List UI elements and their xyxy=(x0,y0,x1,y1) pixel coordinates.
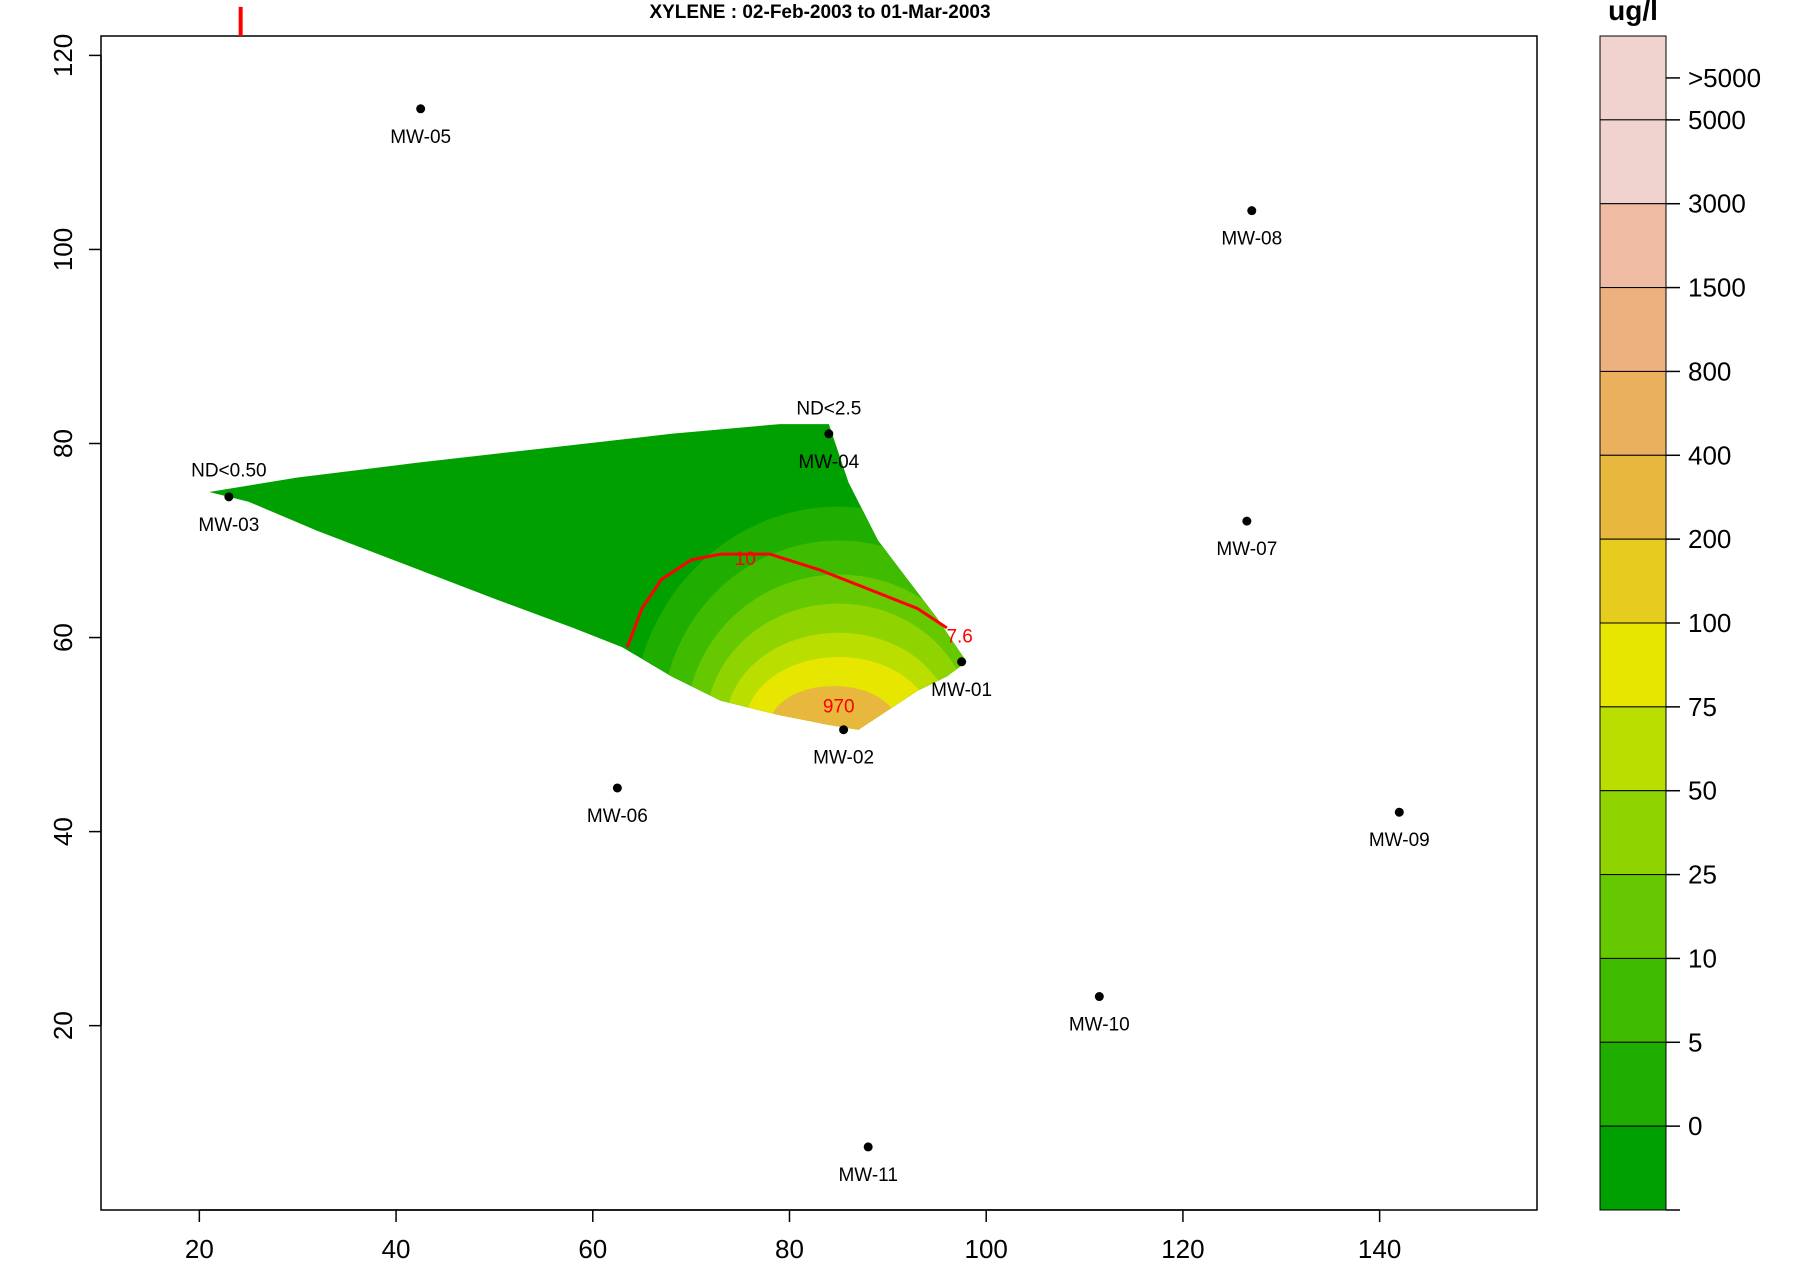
legend-label: 5000 xyxy=(1688,105,1746,135)
legend-swatch xyxy=(1599,370,1667,456)
legend-label: 25 xyxy=(1688,860,1717,890)
well-point xyxy=(1247,206,1257,216)
value-label: 7.6 xyxy=(946,627,972,648)
legend-title: ug/l xyxy=(1608,0,1658,26)
legend-swatch xyxy=(1599,1125,1667,1211)
plume-band-400 xyxy=(769,686,898,730)
legend-swatch xyxy=(1599,706,1667,792)
contour-label: 10 xyxy=(735,549,756,570)
well-label: MW-11 xyxy=(838,1165,897,1186)
y-tick-label: 40 xyxy=(48,817,78,846)
well-point xyxy=(1094,992,1104,1002)
well-label: MW-02 xyxy=(813,748,874,769)
legend-swatch xyxy=(1599,538,1667,624)
legend-label: 10 xyxy=(1688,943,1717,973)
legend-label: 400 xyxy=(1688,440,1731,470)
value-label: 970 xyxy=(823,696,855,717)
well-point xyxy=(824,429,834,439)
y-tick-label: 80 xyxy=(48,429,78,458)
legend-swatch xyxy=(1599,1041,1667,1127)
x-tick-label: 120 xyxy=(1161,1234,1204,1264)
y-tick-label: 60 xyxy=(48,623,78,652)
well-label: MW-04 xyxy=(798,452,859,473)
legend-swatch xyxy=(1599,874,1667,959)
legend-label: 200 xyxy=(1688,524,1731,554)
plot-area: 20 40 60 80 100 120 140 20 40 60 80 100 120 10 970 7.6 N… xyxy=(48,6,1538,1264)
legend-label: 1500 xyxy=(1688,273,1746,303)
legend-swatch xyxy=(1599,119,1667,205)
plume-bands xyxy=(632,506,967,730)
x-tick-label: 20 xyxy=(185,1234,214,1264)
well-point xyxy=(1242,516,1252,526)
legend-swatch xyxy=(1599,203,1667,289)
legend-swatch xyxy=(1599,957,1667,1043)
y-tick-label: 20 xyxy=(48,1011,78,1040)
well-label: MW-05 xyxy=(390,127,451,148)
well-point xyxy=(839,725,849,735)
well-point xyxy=(224,492,234,502)
legend-swatch xyxy=(1599,287,1667,372)
legend-label: 3000 xyxy=(1688,189,1746,219)
x-tick-label: 40 xyxy=(382,1234,411,1264)
well-point xyxy=(863,1142,873,1152)
x-tick-label: 100 xyxy=(965,1234,1008,1264)
legend-swatch xyxy=(1599,454,1667,540)
legend-label: 50 xyxy=(1688,776,1717,806)
well-label: MW-06 xyxy=(587,806,648,827)
legend-swatch xyxy=(1599,790,1667,876)
well-label: MW-01 xyxy=(931,680,992,701)
well-label: MW-09 xyxy=(1369,830,1430,851)
well-label: MW-10 xyxy=(1069,1015,1130,1036)
well-point xyxy=(1394,807,1404,817)
well-label: MW-03 xyxy=(198,515,259,536)
legend: >50005000300015008004002001007550251050u… xyxy=(1599,0,1761,1211)
legend-swatch xyxy=(1599,622,1667,708)
legend-label: 0 xyxy=(1688,1111,1702,1141)
legend-label: 5 xyxy=(1688,1027,1702,1057)
well-label: MW-08 xyxy=(1221,229,1282,250)
legend-label: >5000 xyxy=(1688,63,1761,93)
contour-line-10 xyxy=(625,552,948,648)
nondetect-label: ND<2.5 xyxy=(796,399,861,420)
nondetect-label: ND<0.50 xyxy=(191,461,267,482)
well-point xyxy=(612,783,622,793)
y-tick-label: 100 xyxy=(48,228,78,271)
x-tick-label: 140 xyxy=(1358,1234,1401,1264)
well-label: MW-07 xyxy=(1216,539,1277,560)
chart-title: XYLENE : 02-Feb-2003 to 01-Mar-2003 xyxy=(649,2,990,23)
legend-swatch-top xyxy=(1599,35,1667,121)
legend-label: 75 xyxy=(1688,692,1717,722)
well-point xyxy=(957,657,967,667)
legend-label: 800 xyxy=(1688,356,1731,386)
y-tick-label: 120 xyxy=(48,34,78,77)
legend-label: 100 xyxy=(1688,608,1731,638)
well-point xyxy=(416,104,426,114)
x-tick-label: 80 xyxy=(775,1234,804,1264)
x-tick-label: 60 xyxy=(578,1234,607,1264)
